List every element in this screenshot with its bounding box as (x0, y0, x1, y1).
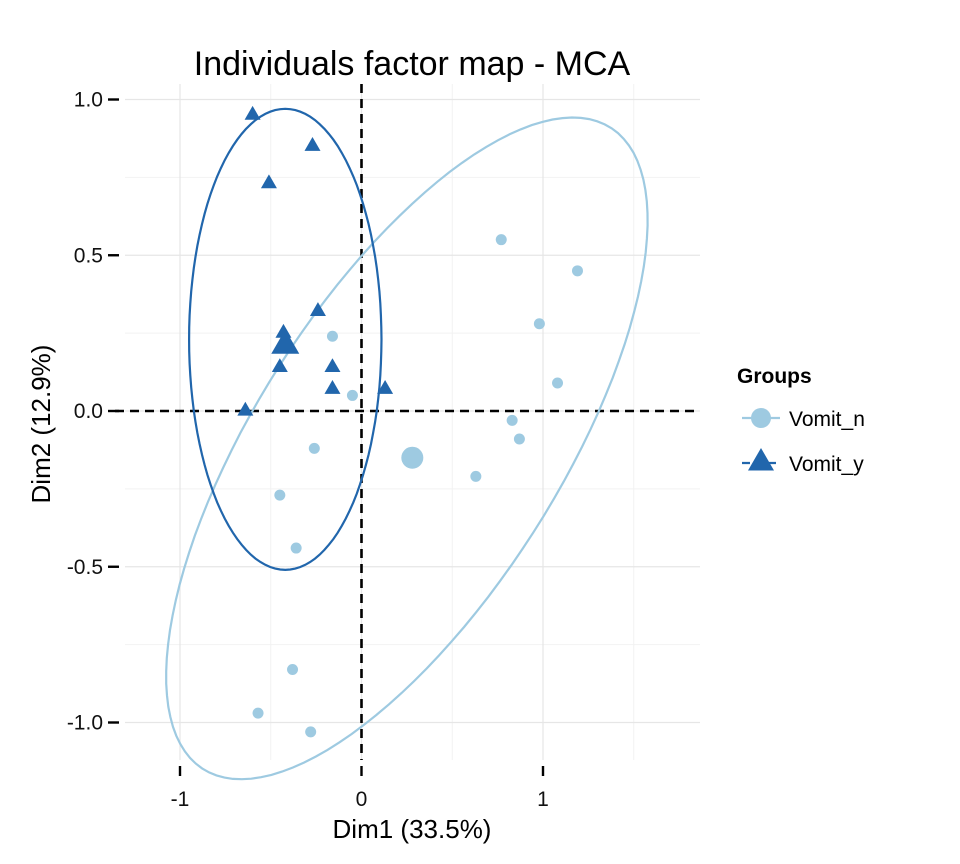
y-tick-label: -0.5 (67, 556, 103, 579)
point-vomit-n (305, 726, 317, 738)
confidence-ellipse-vomit-n (165, 116, 649, 781)
point-vomit-y (304, 137, 321, 151)
legend-title: Groups (737, 365, 812, 388)
point-vomit-n (252, 707, 264, 719)
legend-key-vomit-y (748, 448, 774, 471)
centroid-vomit-n (401, 446, 424, 469)
legend-label-vomit-n: Vomit_n (789, 408, 865, 431)
point-vomit-n (513, 433, 525, 445)
y-tick-label: 1.0 (74, 89, 103, 112)
point-vomit-y (324, 358, 341, 373)
x-axis-label: Dim1 (33.5%) (333, 814, 492, 844)
point-vomit-y (260, 174, 277, 189)
point-vomit-n (506, 414, 518, 426)
ellipse-layer (165, 107, 649, 781)
point-vomit-n (274, 489, 286, 501)
x-tick-label: 1 (537, 788, 549, 811)
grid-layer (125, 84, 700, 760)
point-vomit-n (287, 664, 299, 676)
axis-ticks: -1 0 1 -1.0 -0.5 0.0 0.5 1.0 (67, 89, 549, 812)
points-layer (237, 105, 583, 738)
point-vomit-n (495, 234, 507, 246)
y-axis-label: Dim2 (12.9%) (26, 345, 56, 504)
point-vomit-n (346, 389, 358, 401)
legend-label-vomit-y: Vomit_y (789, 453, 864, 476)
y-tick-label: 0.0 (74, 400, 103, 423)
reference-lines (115, 84, 700, 760)
point-vomit-y (244, 105, 261, 120)
point-vomit-n (571, 265, 583, 277)
point-vomit-n (533, 318, 545, 330)
point-vomit-n (552, 377, 564, 389)
confidence-ellipse-vomit-y (187, 107, 383, 572)
point-vomit-y (324, 379, 341, 394)
legend: Groups Vomit_n Vomit_y (737, 365, 865, 476)
point-vomit-y (271, 358, 288, 373)
point-vomit-n (308, 442, 320, 454)
point-vomit-n (326, 330, 338, 342)
x-tick-label: -1 (171, 788, 190, 811)
point-vomit-y (309, 302, 326, 316)
point-vomit-y (377, 379, 394, 394)
x-tick-label: 0 (356, 788, 368, 811)
centroid-vomit-y (271, 329, 300, 354)
y-tick-label: -1.0 (67, 712, 103, 735)
chart-title: Individuals factor map - MCA (194, 45, 631, 83)
point-vomit-n (470, 470, 482, 482)
y-tick-label: 0.5 (74, 244, 103, 267)
point-vomit-y (237, 401, 254, 416)
legend-key-vomit-n (751, 408, 771, 428)
point-vomit-n (290, 542, 302, 554)
